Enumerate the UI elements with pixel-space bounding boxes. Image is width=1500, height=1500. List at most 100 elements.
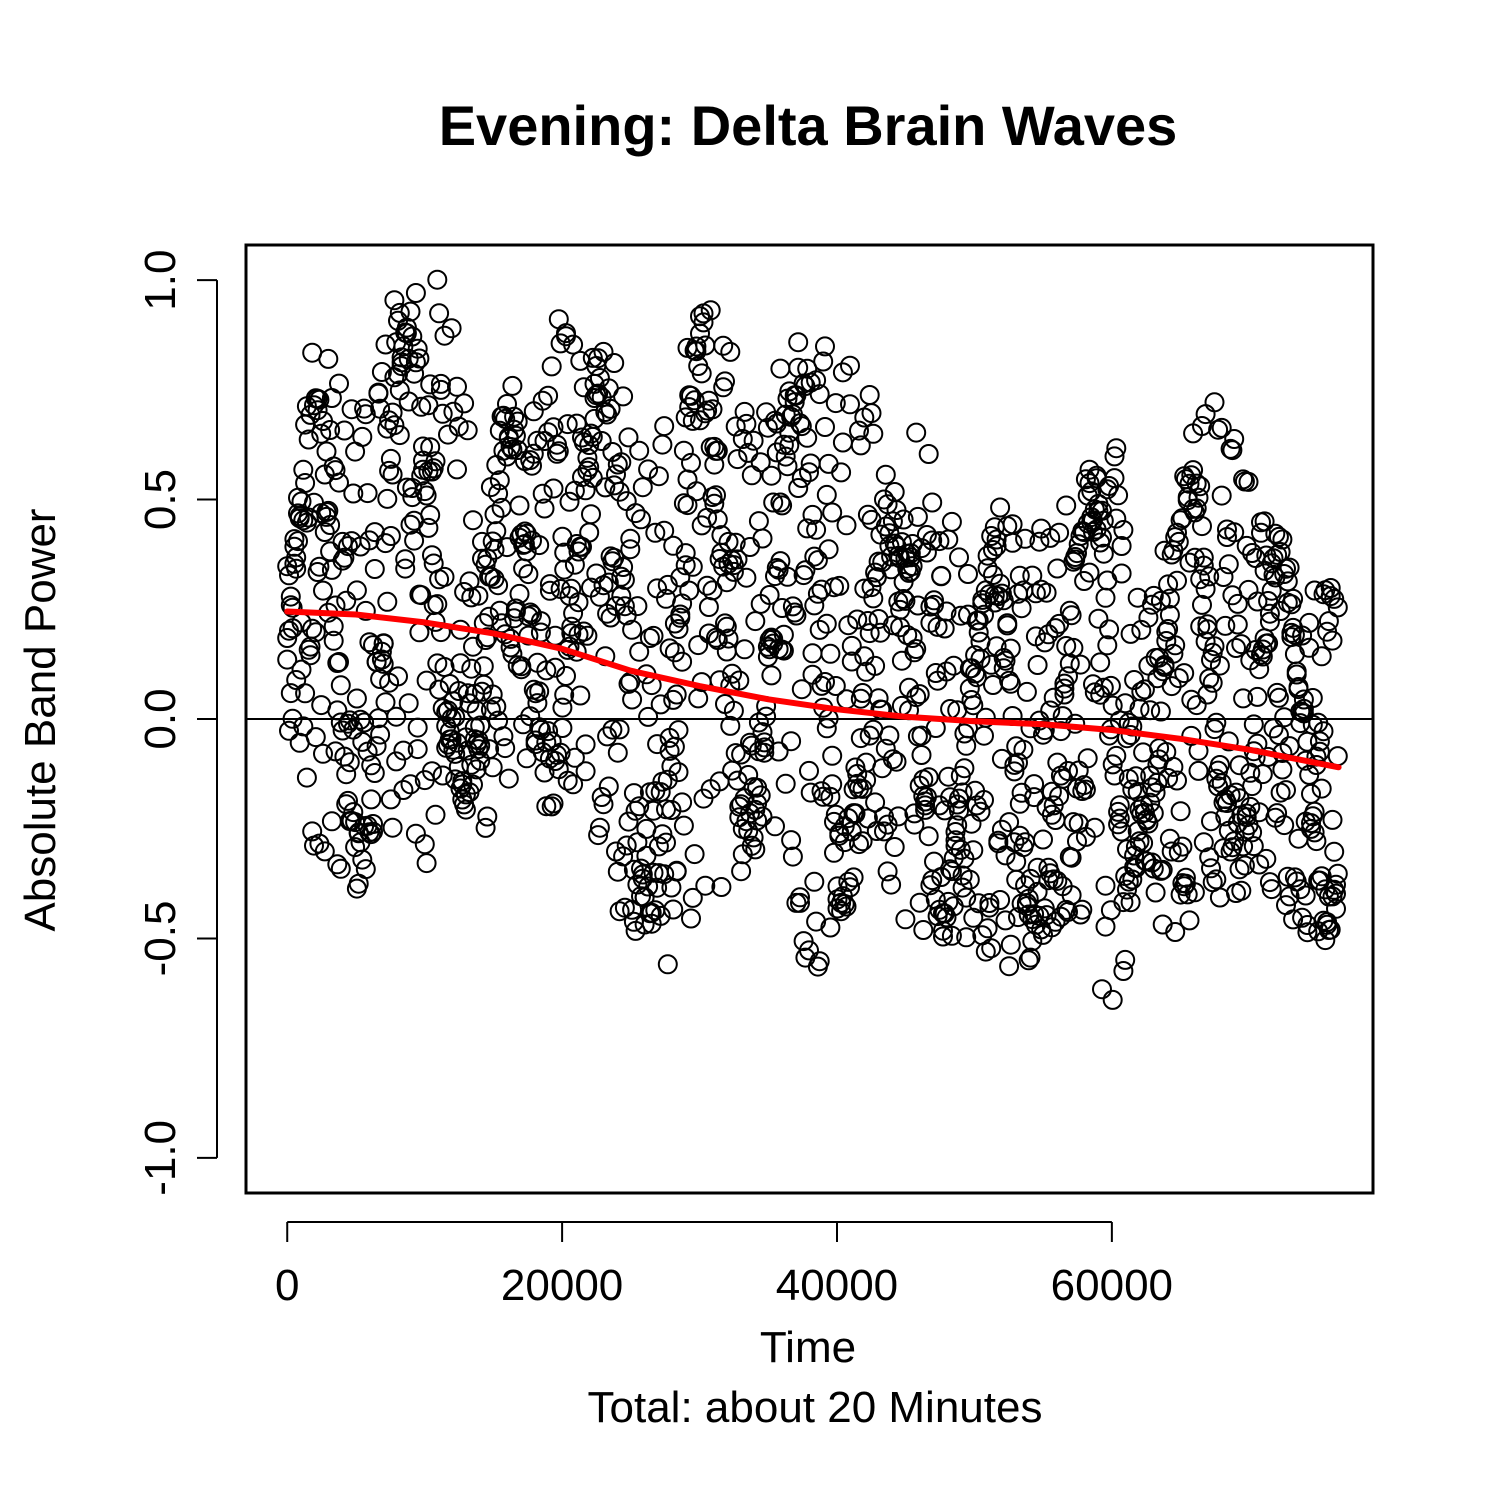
y-tick-label: -1.0 bbox=[136, 1120, 185, 1196]
data-point bbox=[916, 542, 937, 563]
data-point bbox=[822, 502, 843, 523]
data-point bbox=[575, 480, 596, 501]
data-point bbox=[1156, 631, 1177, 651]
data-point bbox=[1297, 922, 1318, 943]
data-point bbox=[497, 394, 517, 414]
data-point bbox=[715, 613, 735, 634]
data-point bbox=[915, 799, 936, 820]
data-point bbox=[1068, 534, 1089, 555]
data-point bbox=[704, 454, 725, 475]
data-point bbox=[1304, 822, 1325, 843]
data-point bbox=[754, 737, 775, 758]
data-point bbox=[379, 460, 400, 481]
data-point bbox=[736, 567, 757, 588]
data-point bbox=[602, 719, 623, 740]
data-point bbox=[1259, 603, 1280, 624]
data-point bbox=[1158, 619, 1179, 639]
data-point bbox=[556, 666, 576, 686]
data-point bbox=[763, 492, 784, 513]
data-point bbox=[970, 801, 991, 822]
data-point bbox=[1002, 532, 1023, 553]
data-point bbox=[1186, 695, 1207, 716]
data-point bbox=[557, 770, 578, 791]
data-point bbox=[552, 697, 573, 718]
data-point bbox=[688, 635, 709, 656]
data-point bbox=[430, 373, 451, 394]
data-point bbox=[613, 557, 634, 577]
data-point bbox=[530, 611, 551, 632]
data-point bbox=[482, 757, 503, 778]
data-point bbox=[539, 574, 560, 595]
data-point bbox=[1093, 510, 1114, 531]
data-point bbox=[952, 877, 973, 898]
data-point bbox=[1192, 516, 1212, 537]
data-point bbox=[675, 555, 696, 576]
data-point bbox=[936, 601, 957, 622]
data-point bbox=[280, 586, 301, 607]
data-point bbox=[818, 539, 839, 560]
data-point bbox=[1299, 612, 1320, 633]
data-point bbox=[618, 427, 639, 448]
data-point bbox=[1120, 623, 1141, 644]
data-point bbox=[718, 628, 739, 649]
data-point bbox=[1204, 392, 1225, 413]
chart-title: Evening: Delta Brain Waves bbox=[439, 94, 1178, 157]
data-point bbox=[620, 539, 641, 560]
data-point bbox=[986, 636, 1007, 657]
data-point bbox=[422, 461, 442, 482]
data-point bbox=[877, 861, 898, 882]
data-point bbox=[1099, 619, 1120, 640]
data-point bbox=[668, 762, 689, 783]
data-point bbox=[913, 920, 934, 940]
data-point bbox=[461, 587, 482, 608]
data-point bbox=[282, 597, 303, 618]
data-point bbox=[1318, 611, 1339, 632]
data-point bbox=[409, 348, 430, 369]
data-point bbox=[1025, 583, 1046, 604]
data-point bbox=[799, 940, 819, 961]
data-point bbox=[1197, 684, 1218, 705]
data-point bbox=[522, 455, 542, 476]
data-point bbox=[355, 859, 376, 880]
data-point bbox=[395, 558, 416, 579]
data-point bbox=[452, 774, 473, 795]
data-point bbox=[904, 642, 925, 663]
data-point bbox=[811, 675, 832, 696]
data-point bbox=[382, 464, 403, 485]
data-point bbox=[1120, 892, 1141, 913]
data-point bbox=[809, 384, 830, 405]
data-point bbox=[1243, 714, 1264, 735]
data-point bbox=[704, 493, 725, 514]
y-axis: -1.0 -0.5 0.0 0.5 1.0 bbox=[136, 250, 218, 1196]
data-point bbox=[999, 812, 1020, 833]
x-axis-subtitle: Total: about 20 Minutes bbox=[588, 1383, 1043, 1432]
data-point bbox=[472, 681, 492, 702]
data-point bbox=[654, 416, 675, 437]
data-point bbox=[841, 651, 862, 672]
data-point bbox=[682, 556, 703, 577]
data-point bbox=[983, 675, 1003, 695]
data-point bbox=[584, 408, 605, 429]
data-point bbox=[563, 774, 584, 795]
data-point bbox=[874, 489, 894, 510]
data-point bbox=[352, 426, 373, 447]
data-point bbox=[906, 687, 927, 708]
data-point bbox=[772, 495, 793, 516]
data-point bbox=[429, 679, 450, 700]
data-point bbox=[595, 402, 616, 422]
data-point bbox=[1008, 752, 1028, 773]
data-point bbox=[859, 725, 880, 746]
data-point bbox=[393, 740, 414, 761]
data-point bbox=[741, 465, 762, 486]
data-point bbox=[543, 793, 564, 814]
data-point bbox=[314, 841, 335, 862]
data-point bbox=[1276, 780, 1296, 801]
data-point bbox=[557, 414, 578, 435]
data-point bbox=[338, 713, 358, 734]
data-point bbox=[357, 483, 378, 504]
data-point bbox=[309, 389, 330, 410]
data-point bbox=[384, 290, 405, 311]
data-point bbox=[1092, 979, 1112, 1000]
data-point bbox=[654, 520, 675, 541]
data-point bbox=[402, 487, 423, 508]
